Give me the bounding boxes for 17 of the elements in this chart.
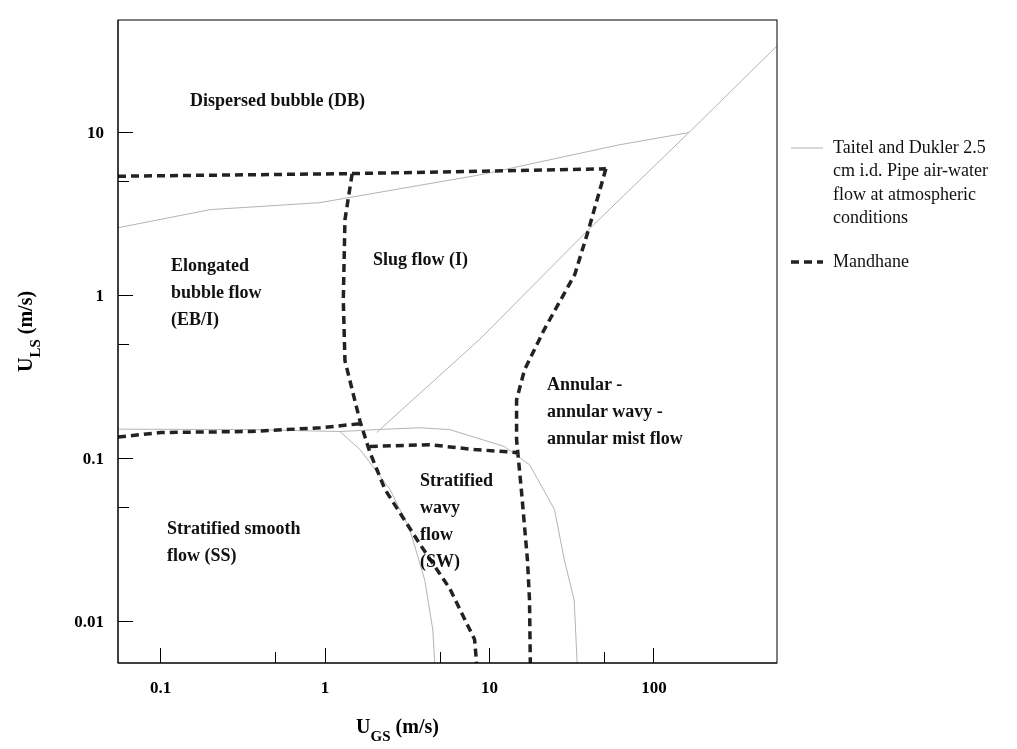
annotation: Elongated bubble flow (EB/I) — [171, 255, 262, 330]
x-tick-label: 10 — [481, 678, 499, 697]
x-axis-title: U$_{GS}$ (m/s) — [356, 715, 439, 744]
y-tick-label: 1 — [95, 286, 104, 306]
legend-label: Taitel and Dukler 2.5 cm i.d. Pipe air-water flow at atmospheric conditions — [833, 136, 989, 230]
annotation: Dispersed bubble (DB) — [190, 90, 366, 111]
annotation: Stratified wavy flow (SW) — [420, 470, 493, 572]
annotation: Annular - annular wavy - annular mist flow — [547, 374, 683, 448]
annotation: Stratified smooth flow (SS) — [167, 518, 301, 566]
x-tick-label: 0.1 — [150, 678, 172, 697]
legend-label: Mandhane — [833, 249, 910, 273]
y-tick-label: 10 — [87, 123, 104, 143]
x-tick-label: 1 — [320, 678, 330, 697]
y-tick-label: 0.01 — [74, 612, 104, 632]
y-tick-label: 0.1 — [82, 449, 104, 469]
x-tick-label: 100 — [641, 678, 667, 697]
annotation: Slug flow (I) — [373, 249, 469, 270]
